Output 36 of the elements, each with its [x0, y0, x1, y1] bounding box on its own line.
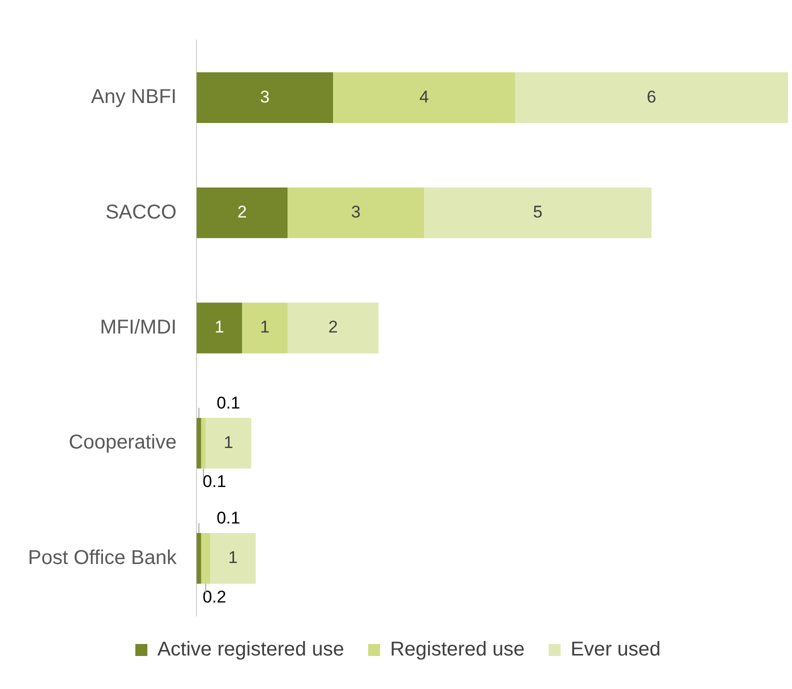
bar: [288, 302, 379, 354]
bar: [201, 533, 210, 584]
y-tick-label: Any NBFI: [91, 86, 177, 108]
legend-label: Ever used: [570, 638, 661, 661]
data-label: 0.2: [202, 587, 226, 606]
bar: [196, 302, 242, 354]
bar: [210, 533, 256, 584]
bar: [515, 72, 788, 123]
data-label: 6: [646, 87, 656, 106]
data-label: 4: [419, 87, 429, 106]
y-tick-label: Post Office Bank: [28, 546, 178, 569]
data-label: 0.1: [202, 472, 226, 492]
legend-label: Registered use: [390, 638, 525, 661]
y-tick-label: Cooperative: [68, 432, 177, 454]
data-label: 2: [237, 202, 247, 222]
data-label: 1: [214, 318, 224, 337]
bar: [196, 72, 334, 123]
data-label: 1: [260, 318, 270, 337]
legend-label: Active registered use: [157, 638, 344, 661]
data-label: 5: [533, 202, 543, 222]
bar: [424, 187, 652, 238]
data-label: 2: [328, 318, 338, 337]
data-label: 1: [228, 548, 238, 568]
bar: [206, 418, 252, 469]
y-tick-label: MFI/MDI: [100, 316, 177, 339]
data-label: 3: [260, 87, 270, 106]
bar: [242, 302, 288, 354]
bar: [196, 187, 288, 238]
data-label: 0.1: [216, 508, 240, 528]
data-label: 1: [224, 432, 234, 452]
data-label: 3: [351, 202, 361, 222]
bar: [201, 418, 206, 469]
data-label: 0.1: [216, 394, 240, 413]
bar: [288, 187, 424, 238]
bar: [333, 72, 516, 123]
y-tick-label: SACCO: [105, 201, 177, 224]
